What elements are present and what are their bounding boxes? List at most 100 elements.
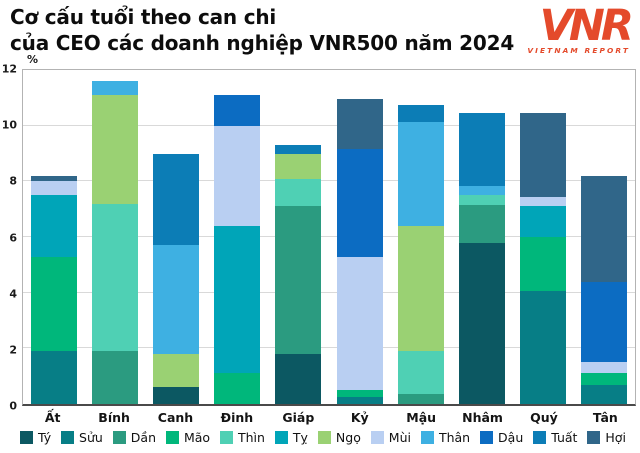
legend-label: Tuất: [551, 430, 578, 445]
segment-Dậu: [336, 149, 383, 257]
segment-Tý: [459, 242, 505, 404]
segment-Dần: [459, 205, 505, 243]
x-tick-label: Quý: [530, 410, 558, 425]
segment-Dần: [397, 394, 444, 404]
stacked-bar-Giáp: [275, 70, 322, 404]
segment-Hợi: [581, 175, 628, 282]
segment-Tý: [275, 353, 322, 404]
gridline: [23, 291, 635, 293]
segment-Mão: [581, 373, 628, 385]
stacked-bar-Đinh: [214, 70, 261, 404]
legend-label: Hợi: [605, 430, 626, 445]
y-tick-label: 10: [1, 118, 17, 132]
bar-slot: [268, 70, 329, 404]
x-tick-label: Đinh: [220, 410, 254, 425]
segment-Mùi: [520, 196, 567, 207]
legend-swatch: [20, 431, 33, 444]
segment-Sửu: [520, 291, 567, 404]
segment-Dậu: [214, 95, 261, 126]
segment-Ngọ: [153, 353, 199, 388]
legend-swatch: [61, 431, 75, 444]
x-tick-label: Bính: [98, 410, 130, 425]
legend-label: Mão: [183, 430, 211, 445]
y-tick-label: 2: [9, 343, 17, 357]
segment-Mão: [336, 390, 383, 398]
y-axis: 0 2 4 6 8 10 12: [0, 63, 20, 413]
logo-text: VNR: [540, 2, 631, 51]
segment-Hợi: [30, 175, 77, 182]
segment-Mão: [520, 237, 567, 292]
legend-swatch: [587, 431, 601, 444]
x-tick-label: Tân: [592, 410, 618, 425]
legend-swatch: [317, 431, 331, 444]
legend-item-Tuất: Tuất: [533, 430, 577, 445]
bar-slot: [329, 70, 390, 404]
segment-Thìn: [275, 178, 322, 207]
segment-Mùi: [214, 125, 261, 226]
legend-swatch: [112, 431, 126, 444]
segment-Dần: [275, 206, 322, 354]
segment-Ngọ: [397, 225, 444, 352]
bar-slot: [207, 70, 268, 404]
legend-item-Tỵ: Tỵ: [274, 430, 308, 445]
legend-item-Hợi: Hợi: [587, 430, 626, 445]
stacked-bar-Kỷ: [336, 70, 383, 404]
legend: Tý Sửu Dần Mão Thìn Tỵ Ngọ Mùi Thân Dậu Tuất Hợi: [20, 430, 626, 445]
y-tick-label: 12: [1, 62, 17, 76]
stacked-bar-Mậu: [397, 70, 444, 404]
segment-Dần: [91, 351, 138, 404]
x-tick-label: Giáp: [282, 410, 315, 425]
segment-Dậu: [581, 281, 628, 363]
segment-Sửu: [30, 351, 77, 404]
gridline: [23, 236, 635, 237]
segment-Hợi: [336, 99, 383, 150]
segment-Hợi: [520, 113, 567, 197]
gridline: [23, 347, 635, 349]
segment-Tuất: [153, 153, 199, 246]
segment-Tuất: [459, 113, 505, 186]
y-axis-unit-label: %: [27, 53, 39, 66]
x-tick-label: Ất: [44, 410, 61, 425]
segment-Mùi: [30, 181, 77, 196]
bar-slot: [513, 70, 574, 404]
x-tick-label: Nhâm: [462, 410, 503, 425]
segment-Sửu: [336, 397, 383, 404]
x-tick-label: Kỷ: [350, 410, 369, 425]
legend-label: Tý: [38, 430, 52, 445]
segment-Thân: [153, 245, 199, 354]
y-tick-label: 4: [9, 287, 17, 301]
logo-caption: VIETNAM REPORT: [527, 46, 630, 55]
legend-label: Thân: [438, 430, 471, 445]
bars-container: [23, 70, 635, 404]
stacked-bar-Bính: [91, 70, 138, 404]
bar-slot: [390, 70, 451, 404]
segment-Tỵ: [520, 206, 567, 238]
gridline: [23, 180, 635, 182]
legend-label: Dần: [130, 430, 156, 445]
legend-swatch: [533, 431, 547, 444]
segment-Sửu: [581, 384, 628, 404]
legend-item-Dậu: Dậu: [480, 430, 523, 445]
vnr-logo: VNR VIETNAM REPORT: [518, 1, 635, 62]
stacked-bar-Canh: [153, 70, 199, 404]
stacked-bar-Ất: [30, 70, 77, 404]
legend-item-Mùi: Mùi: [370, 430, 411, 445]
segment-Tuất: [397, 104, 444, 122]
segment-Mùi: [581, 362, 628, 374]
legend-label: Mùi: [388, 430, 411, 445]
segment-Mão: [214, 373, 261, 404]
legend-item-Thìn: Thìn: [220, 430, 265, 445]
segment-Mùi: [336, 256, 383, 391]
legend-swatch: [480, 431, 494, 444]
legend-label: Thìn: [238, 430, 265, 445]
segment-Ngọ: [91, 95, 138, 204]
segment-Thân: [459, 185, 505, 196]
bar-slot: [574, 70, 635, 404]
x-tick-label: Mậu: [406, 410, 437, 425]
bar-slot: [145, 70, 206, 404]
segment-Tuất: [275, 145, 322, 154]
segment-Thìn: [91, 203, 138, 352]
y-tick-label: 0: [9, 399, 17, 413]
stacked-bar-Quý: [520, 70, 567, 404]
y-tick-label: 8: [9, 174, 17, 188]
